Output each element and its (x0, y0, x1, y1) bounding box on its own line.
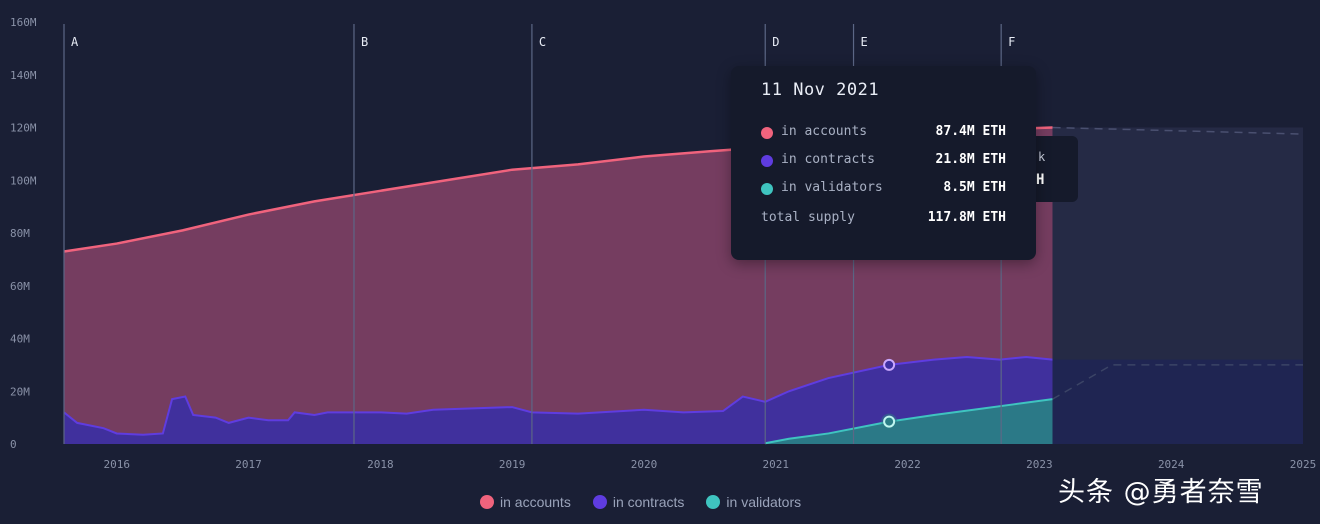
y-tick-label: 120M (10, 122, 37, 135)
contracts-dot-icon (761, 155, 773, 167)
validators-line (765, 398, 1053, 445)
x-tick-label: 2023 (1026, 458, 1053, 471)
behind-card-text-2: H (1036, 172, 1045, 188)
x-tick-label: 2016 (103, 458, 130, 471)
x-tick-label: 2024 (1158, 458, 1185, 471)
legend-item-accounts[interactable]: in accounts (480, 493, 571, 511)
validators-hover-marker (883, 415, 896, 428)
event-label: B (361, 35, 368, 49)
tooltip-row-validators: in validators 8.5M ETH (761, 179, 1006, 199)
legend-item-contracts[interactable]: in contracts (592, 493, 685, 511)
y-tick-label: 60M (10, 280, 30, 293)
contracts-area (64, 356, 1053, 444)
behind-card-text-1: k (1038, 150, 1046, 164)
y-tick-label: 140M (10, 69, 37, 82)
event-label: A (71, 35, 79, 49)
tooltip-row-accounts: in accounts 87.4M ETH (761, 123, 1006, 143)
y-tick-label: 80M (10, 227, 30, 240)
accounts-dot-icon (761, 127, 773, 139)
legend-label: in contracts (612, 494, 685, 510)
tooltip-label: in validators (781, 180, 883, 195)
event-label: D (772, 35, 779, 49)
validators-dot-icon (761, 183, 773, 195)
y-tick-label: 100M (10, 174, 37, 187)
contracts-hover-marker (883, 358, 896, 371)
hover-tooltip: 11 Nov 2021 in accounts 87.4M ETH in con… (731, 66, 1036, 260)
y-tick-label: 160M (10, 16, 37, 29)
watermark: 头条 @勇者奈雪 (1058, 477, 1264, 508)
x-tick-label: 2017 (235, 458, 262, 471)
y-tick-label: 20M (10, 385, 30, 398)
tooltip-value: 87.4M ETH (935, 124, 1006, 139)
tooltip-total-value: 117.8M ETH (927, 210, 1006, 225)
event-label: C (539, 35, 546, 49)
x-tick-label: 2018 (367, 458, 394, 471)
accounts-dot-icon (480, 495, 494, 509)
x-tick-label: 2020 (631, 458, 658, 471)
legend-label: in accounts (500, 494, 571, 510)
legend-item-validators[interactable]: in validators (706, 493, 801, 511)
tooltip-row-total: total supply 117.8M ETH (761, 209, 1006, 229)
x-tick-label: 2021 (763, 458, 790, 471)
projection-contracts-area (1052, 359, 1303, 444)
event-label: E (861, 35, 868, 49)
tooltip-total-label: total supply (761, 210, 855, 225)
tooltip-date: 11 Nov 2021 (761, 80, 880, 100)
contracts-line (63, 355, 1053, 436)
tooltip-row-contracts: in contracts 21.8M ETH (761, 151, 1006, 171)
x-tick-label: 2022 (894, 458, 921, 471)
validators-dot-icon (706, 495, 721, 509)
y-tick-label: 0 (10, 438, 17, 451)
tooltip-value: 8.5M ETH (943, 180, 1006, 195)
x-tick-label: 2019 (499, 458, 526, 471)
tooltip-label: in accounts (781, 124, 868, 139)
legend-label: in validators (726, 494, 802, 510)
background-tooltip-card: k H (1030, 136, 1078, 202)
tooltip-value: 21.8M ETH (935, 152, 1006, 167)
x-tick-label: 2025 (1290, 458, 1317, 471)
y-tick-label: 40M (10, 333, 30, 346)
event-label: F (1008, 35, 1015, 49)
contracts-dot-icon (592, 495, 607, 509)
chart-legend: in accounts in contracts in validators (480, 493, 801, 511)
tooltip-label: in contracts (781, 152, 875, 167)
